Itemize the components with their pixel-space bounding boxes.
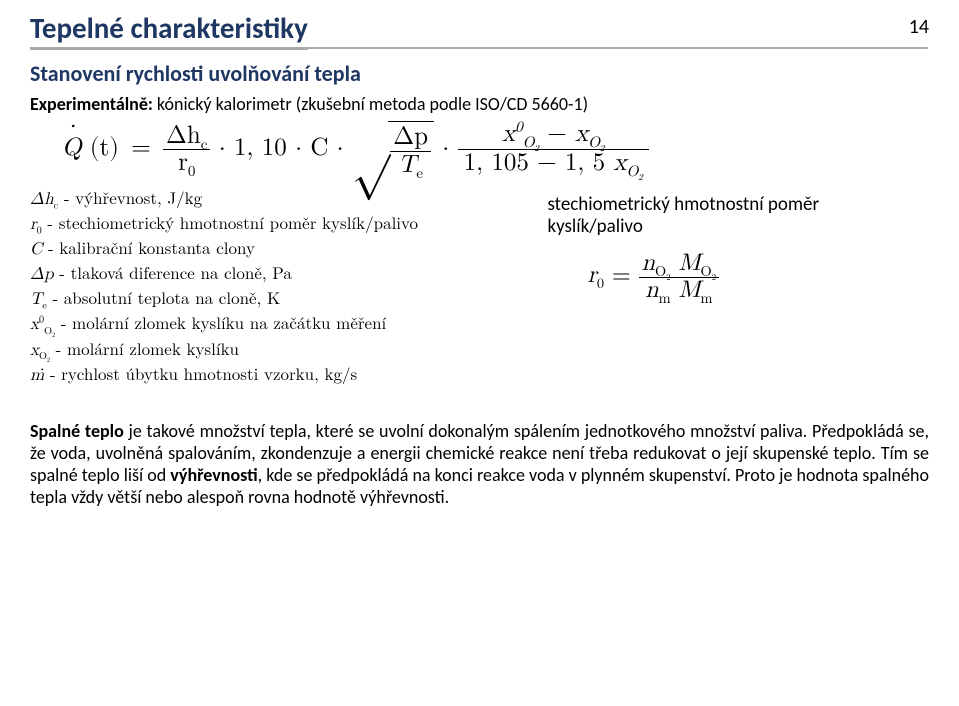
definition-symbol: C (30, 241, 42, 258)
definition-symbol: Δp (30, 266, 54, 283)
eq-lhs-arg: (t) (90, 135, 119, 160)
eq-frac2-num: Δp (393, 124, 428, 149)
eq-frac3-num-minus: − (547, 121, 575, 146)
eq-frac2: Δp Te (390, 124, 431, 178)
eq-radicand: Δp Te (388, 121, 434, 178)
definition-text: - kalibrační konstanta clony (42, 235, 255, 259)
stech-label: stechiometrický hmotnostní poměr kyslík/… (547, 194, 907, 239)
eq-frac1: Δhc r0 (163, 123, 210, 177)
definition-row: Te - absolutní teplota na cloně, K (30, 286, 533, 311)
eq-frac3-num-a: x0O2 (502, 121, 539, 146)
definition-text: - stechiometrický hmotnostní poměr kyslí… (42, 210, 418, 234)
r0-num-a: nO2 (642, 251, 671, 275)
definition-row: ṁ - rychlost úbytku hmotnosti vzorku, kg… (30, 362, 533, 387)
definition-text: - molární zlomek kyslíku (50, 336, 239, 360)
definition-symbol: Δhc (30, 191, 58, 208)
definition-symbol: xO2 (30, 342, 50, 359)
r0-lhs: r0 (587, 263, 604, 287)
method-text: kónický kalorimetr (zkušební metoda podl… (153, 93, 588, 115)
definition-text: - tlaková diference na cloně, Pa (54, 260, 292, 284)
eq-equals: = (127, 135, 154, 160)
main-equation: ˙Q (t) = Δhc r0 · 1, 10 · C · √ Δp Te · … (62, 121, 929, 178)
definition-text: - absolutní teplota na cloně, K (47, 285, 280, 309)
stech-label-line2: kyslík/palivo (547, 215, 642, 238)
eq-frac2-den: Te (398, 152, 423, 177)
eq-dot2: · (442, 135, 457, 160)
r0-equation: r0 = nO2 MO2 nm Mm (587, 251, 907, 304)
definition-row: C - kalibrační konstanta clony (30, 236, 533, 261)
footnote-paragraph: Spalné teplo je takové množství tepla, k… (30, 421, 929, 509)
sqrt-icon: √ (352, 126, 390, 158)
mid-row: Δhc - výhřevnost, J/kgr0 - stechiometric… (30, 186, 929, 387)
eq-frac3-den-b: xO2 (613, 150, 642, 175)
eq-frac3-den-a: 1, 105 − 1, 5 (464, 150, 614, 175)
definition-text: - rychlost úbytku hmotnosti vzorku, kg/s (44, 361, 357, 385)
definition-row: Δp - tlaková diference na cloně, Pa (30, 261, 533, 286)
eq-lhs-sym: ˙Q (62, 135, 81, 160)
footnote-bold1: Spalné teplo (30, 420, 124, 442)
definition-symbol: ṁ (30, 367, 44, 384)
eq-dot1: · (219, 135, 234, 160)
method-line: Experimentálně: kónický kalorimetr (zkuš… (30, 93, 929, 115)
right-column: stechiometrický hmotnostní poměr kyslík/… (533, 186, 907, 304)
definition-row: r0 - stechiometrický hmotnostní poměr ky… (30, 211, 533, 236)
r0-den-b: Mm (679, 278, 713, 302)
definition-symbol: x0O2 (30, 316, 55, 333)
slide-page: Tepelné charakteristiky 14 Stanovení ryc… (0, 0, 959, 706)
page-number: 14 (909, 15, 929, 39)
r0-num-b: MO2 (679, 251, 717, 275)
definition-row: x0O2 - molární zlomek kyslíku na začátku… (30, 311, 533, 336)
r0-eq-sign: = (612, 263, 639, 287)
title-row: Tepelné charakteristiky 14 (30, 10, 929, 50)
definition-row: Δhc - výhřevnost, J/kg (30, 186, 533, 211)
definition-symbol: Te (30, 291, 47, 308)
definition-text: - výhřevnost, J/kg (58, 185, 202, 209)
footnote-bold2: výhřevnosti (170, 464, 257, 486)
eq-const1: 1, 10 · C · (234, 135, 352, 160)
eq-frac1-den: r0 (178, 150, 195, 175)
definition-symbol: r0 (30, 216, 42, 233)
r0-frac: nO2 MO2 nm Mm (639, 251, 719, 304)
eq-frac3: x0O2 − xO2 1, 105 − 1, 5 xO2 (458, 121, 649, 178)
title-underline (30, 47, 928, 49)
symbol-definitions: Δhc - výhřevnost, J/kgr0 - stechiometric… (30, 186, 533, 387)
page-title: Tepelné charakteristiky (30, 10, 308, 50)
eq-frac3-num-b: xO2 (575, 121, 604, 146)
definition-row: xO2 - molární zlomek kyslíku (30, 337, 533, 362)
eq-sqrt: √ Δp Te (352, 121, 434, 178)
method-label: Experimentálně: (30, 93, 153, 115)
definition-text: - molární zlomek kyslíku na začátku měře… (55, 310, 386, 334)
stech-label-line1: stechiometrický hmotnostní poměr (547, 193, 819, 216)
eq-frac1-num: Δhc (166, 123, 207, 148)
section-subtitle: Stanovení rychlosti uvolňování tepla (30, 60, 929, 87)
r0-den-a: nm (645, 278, 670, 302)
